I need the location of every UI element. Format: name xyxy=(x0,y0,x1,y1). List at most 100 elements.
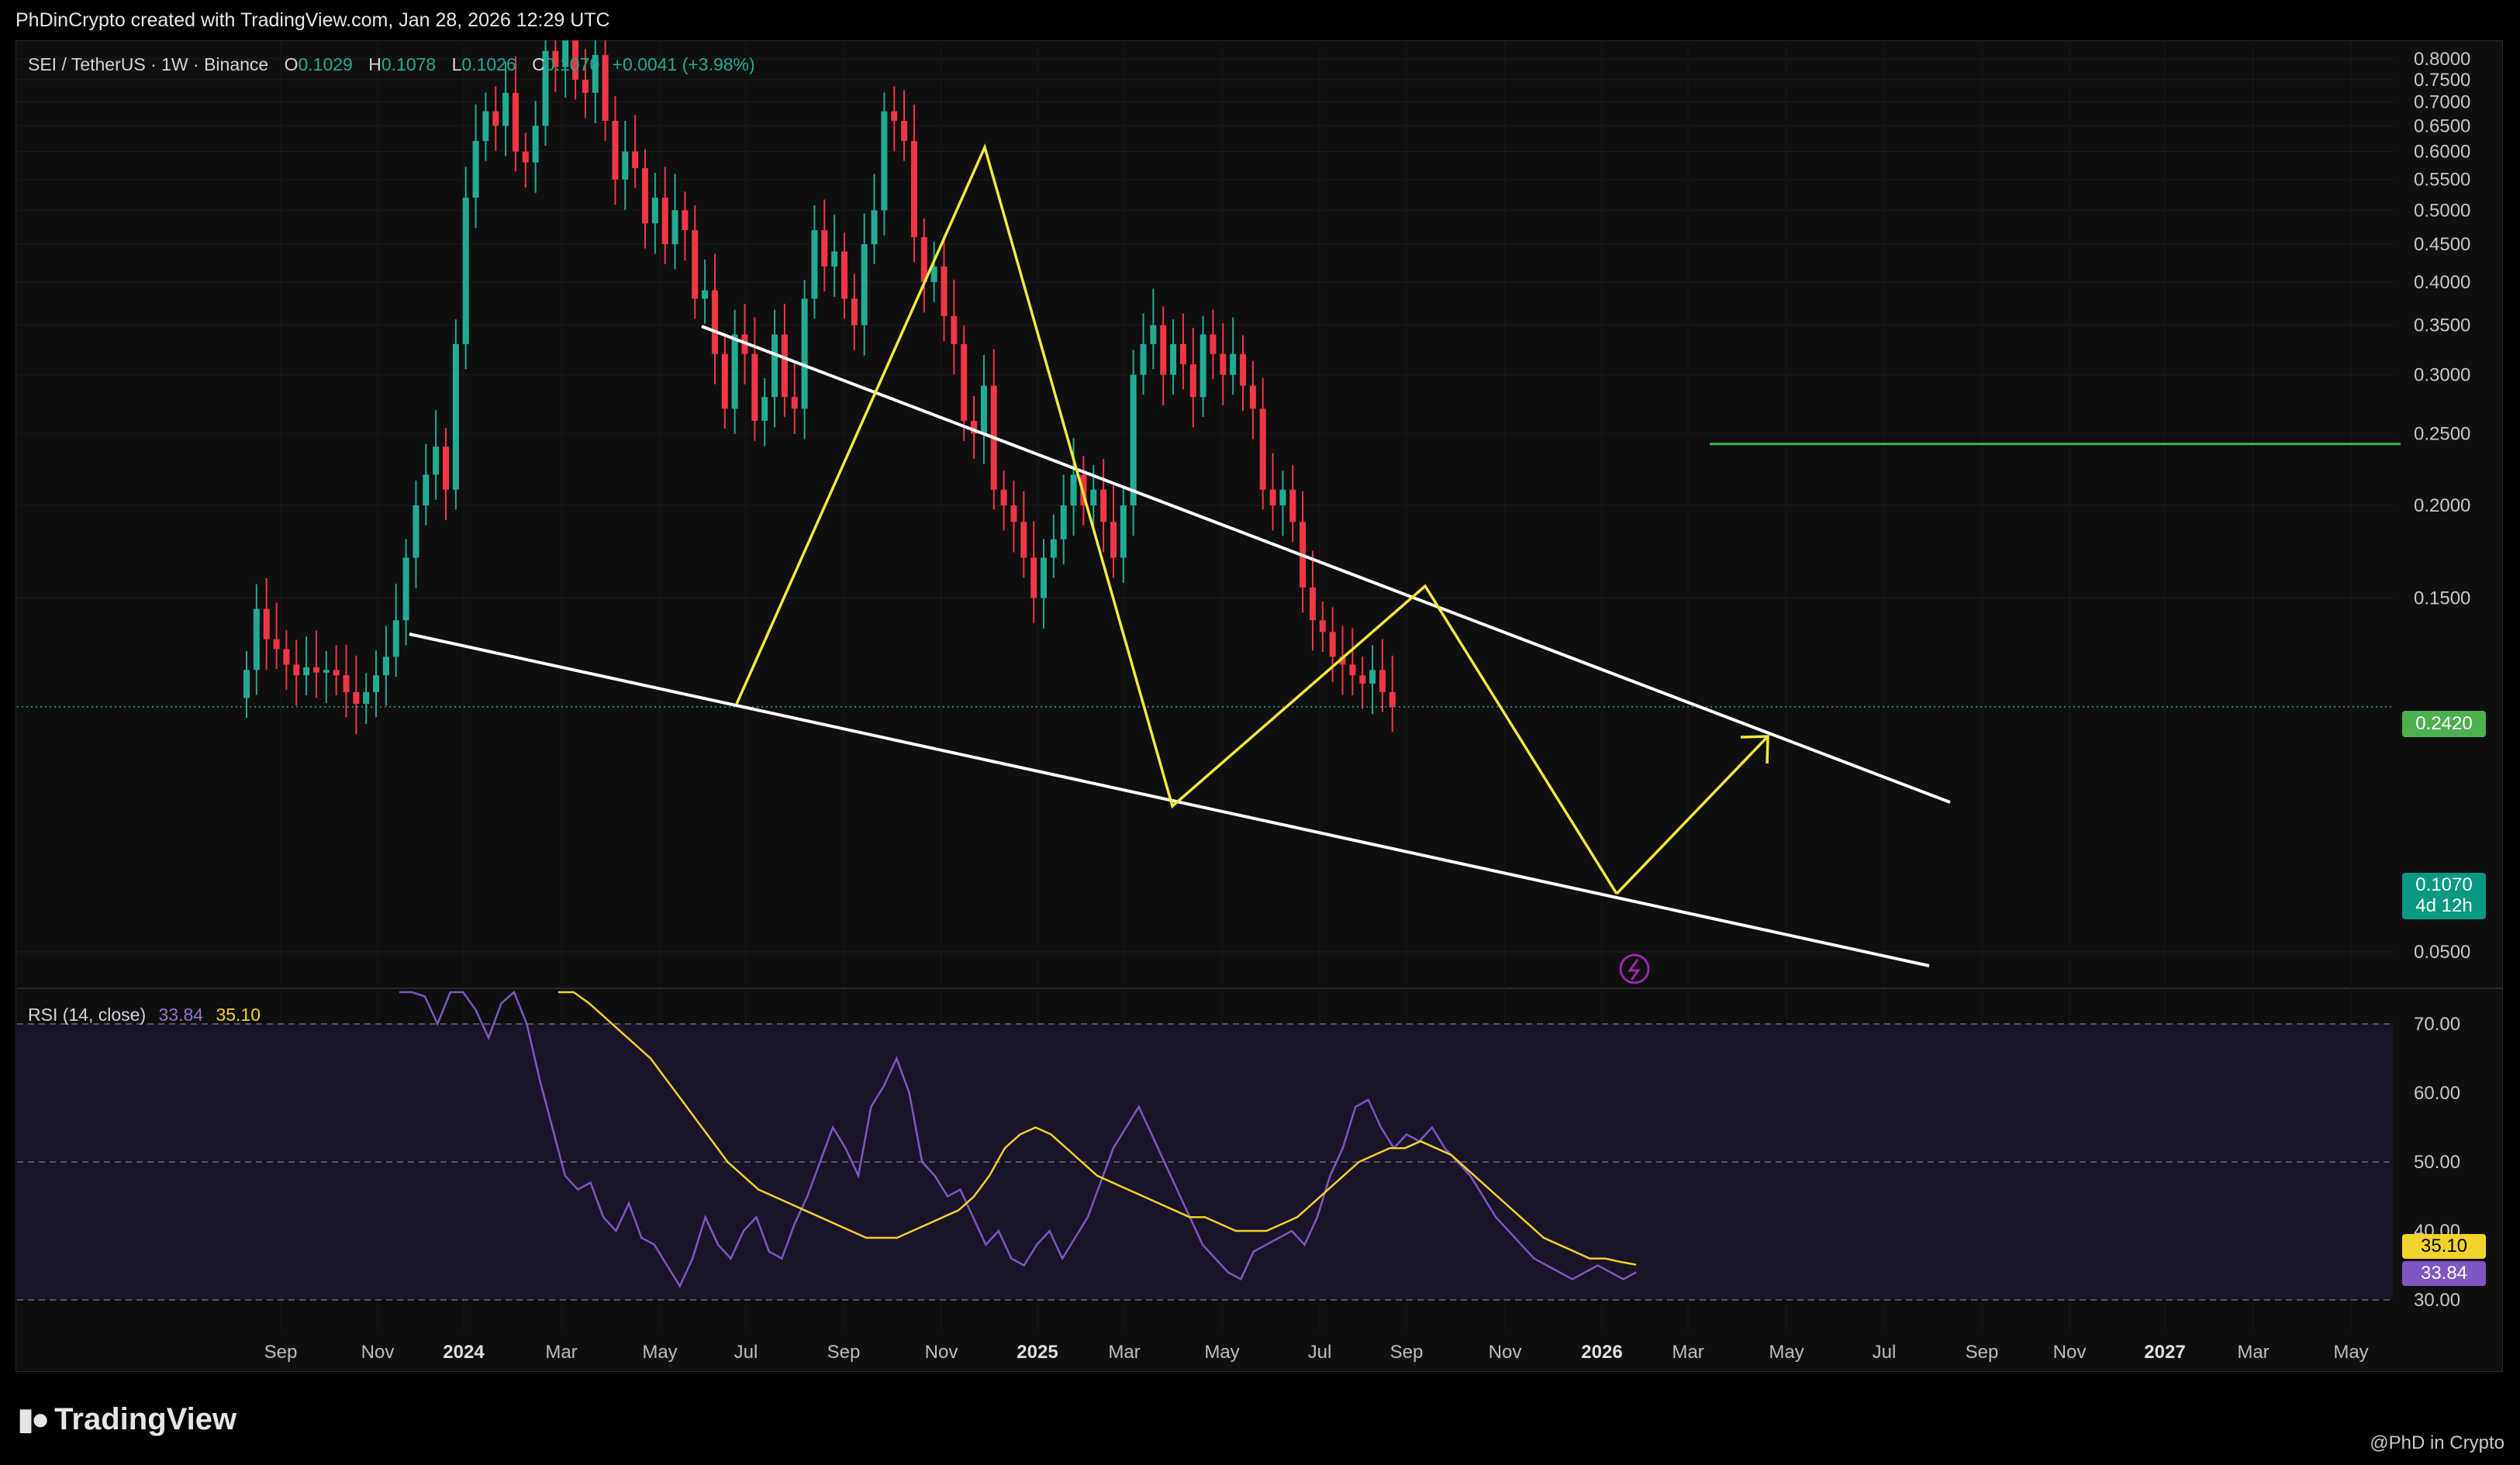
candle-body xyxy=(1100,489,1107,522)
candle-body xyxy=(1060,505,1067,539)
tradingview-logo[interactable]: ▮● TradingView xyxy=(17,1401,236,1437)
projection-arrow-head xyxy=(1740,735,1769,764)
high-value: 0.1078 xyxy=(381,54,437,74)
candle-body xyxy=(303,667,310,676)
current-price-value: 0.1070 xyxy=(2415,874,2473,895)
candle-body xyxy=(632,151,639,168)
rsi-tick-label: 60.00 xyxy=(2414,1083,2460,1104)
candle-body xyxy=(612,120,619,180)
candle-body xyxy=(1010,505,1017,522)
lightning-icon-glyph xyxy=(1628,959,1641,981)
candle-body xyxy=(1220,353,1227,375)
candle-body xyxy=(971,420,978,434)
current-price-tag: 0.1070 4d 12h xyxy=(2402,873,2486,919)
candle-body xyxy=(881,111,888,211)
candle-body xyxy=(343,675,350,692)
candle-body xyxy=(522,151,529,163)
price-legend: SEI / TetherUS · 1W · Binance O0.1029 H0… xyxy=(28,54,755,75)
time-tick-label: Nov xyxy=(2053,1342,2087,1363)
candle-body xyxy=(423,474,430,505)
rsi-line xyxy=(399,990,1637,1288)
price-tick-label: 0.3500 xyxy=(2414,315,2470,336)
drawing-annotations xyxy=(17,143,2401,984)
candle-body xyxy=(542,50,549,126)
candle-body xyxy=(602,54,609,121)
tradingview-brand: TradingView xyxy=(54,1401,237,1436)
candle-body xyxy=(961,343,968,421)
candle-body xyxy=(1389,691,1396,707)
time-tick-label: 2025 xyxy=(1017,1342,1058,1363)
candle-body xyxy=(761,397,768,421)
price-tick-label: 0.5000 xyxy=(2414,200,2470,221)
price-tick-label: 0.0500 xyxy=(2414,942,2470,963)
time-tick-label: Sep xyxy=(264,1342,298,1363)
rsi-legend: RSI (14, close) 33.84 35.10 xyxy=(28,1005,261,1026)
candle-body xyxy=(472,140,479,198)
candle-body xyxy=(1020,522,1027,558)
time-tick-label: Jul xyxy=(1873,1342,1897,1363)
price-tick-label: 0.2500 xyxy=(2414,423,2470,444)
zigzag-pattern xyxy=(735,143,1618,895)
candle-body xyxy=(263,608,270,639)
price-tick-label: 0.1500 xyxy=(2414,588,2470,609)
candle-body xyxy=(910,140,917,237)
price-tick-label: 0.4500 xyxy=(2414,234,2470,255)
rsi-tick-label: 70.00 xyxy=(2414,1014,2460,1035)
candle-body xyxy=(1050,539,1057,558)
grid-lines xyxy=(17,40,2503,1330)
time-tick-label: 2024 xyxy=(443,1342,485,1363)
high-label: H xyxy=(368,54,381,74)
candle-body xyxy=(1379,670,1386,692)
candle-body xyxy=(363,691,370,705)
close-label: C xyxy=(532,54,545,74)
candle-body xyxy=(811,229,818,299)
low-value: 0.1026 xyxy=(461,54,516,74)
candle-body xyxy=(1259,408,1266,490)
candle-body xyxy=(433,446,440,475)
candle-body xyxy=(831,251,838,267)
time-tick-label: May xyxy=(1769,1342,1804,1363)
rsi-legend-value: 33.84 xyxy=(158,1005,204,1025)
candle-body xyxy=(1289,489,1296,522)
candle-body xyxy=(671,210,678,245)
time-tick-label: Nov xyxy=(1489,1342,1522,1363)
candle-body xyxy=(492,111,499,126)
price-tick-label: 0.6000 xyxy=(2414,142,2470,163)
candle-body xyxy=(941,266,948,316)
price-tick-label: 0.3000 xyxy=(2414,365,2470,386)
time-tick-label: May xyxy=(642,1342,677,1363)
candle-body xyxy=(980,385,987,434)
time-tick-label: Jul xyxy=(1308,1342,1332,1363)
lightning-icon xyxy=(1619,953,1650,984)
time-tick-label: Mar xyxy=(2237,1342,2269,1363)
candle-body xyxy=(861,244,868,326)
candle-body xyxy=(482,111,489,141)
candle-body xyxy=(283,649,290,665)
candle-body xyxy=(582,79,589,93)
price-tick-label: 0.6500 xyxy=(2414,115,2470,136)
candle-body xyxy=(801,298,808,409)
candle-body xyxy=(1339,657,1346,665)
rsi-tick-label: 50.00 xyxy=(2414,1152,2460,1173)
candle-body xyxy=(243,670,250,698)
candle-body xyxy=(772,334,778,398)
candle-body xyxy=(622,151,629,180)
time-tick-label: Mar xyxy=(1672,1342,1704,1363)
time-tick-label: 2027 xyxy=(2144,1342,2185,1363)
price-tick-label: 0.7500 xyxy=(2414,70,2470,91)
rsi-label: RSI (14, close) xyxy=(28,1005,147,1025)
candle-body xyxy=(1240,353,1246,386)
candle-body xyxy=(1170,343,1177,375)
price-tick-label: 0.7000 xyxy=(2414,91,2470,112)
time-tick-label: Nov xyxy=(925,1342,958,1363)
candle-body xyxy=(333,670,340,676)
candle-body xyxy=(711,290,718,354)
candle-body xyxy=(651,197,658,224)
time-tick-label: May xyxy=(2333,1342,2368,1363)
low-label: L xyxy=(451,54,462,74)
candle-body xyxy=(951,315,958,344)
candle-body xyxy=(1319,620,1326,633)
chart-attribution-header: PhDinCrypto created with TradingView.com… xyxy=(16,9,610,31)
